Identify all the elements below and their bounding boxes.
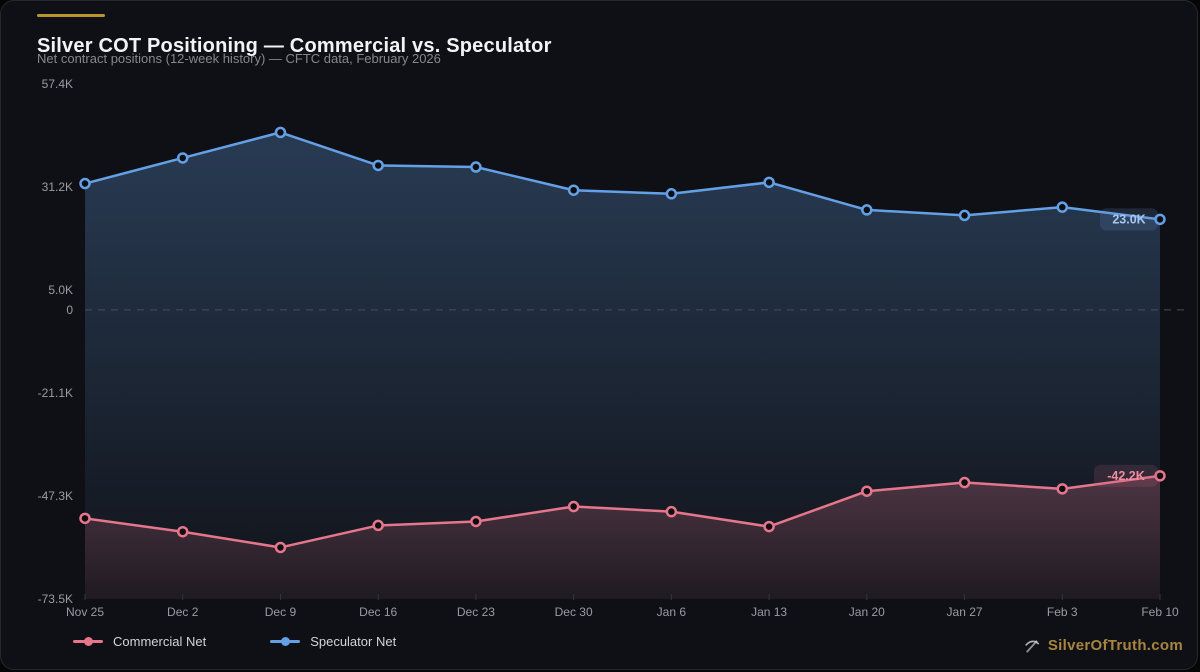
commercial-point-1	[176, 525, 189, 538]
speculator-point-8	[861, 204, 873, 216]
value-badge-label: 23.0K	[1112, 212, 1145, 226]
legend-marker	[270, 636, 301, 647]
speculator-point-0	[79, 177, 91, 190]
commercial-point-10	[1056, 483, 1069, 495]
x-tick-label: Dec 9	[265, 605, 297, 619]
commercial-point-2	[274, 541, 287, 554]
legend-item-commercial-net[interactable]: Commercial Net	[73, 634, 206, 649]
value-badge	[1100, 208, 1158, 231]
commercial-point-0	[79, 512, 91, 525]
x-tick-label: Nov 25	[66, 605, 104, 619]
x-tick-label: Dec 30	[555, 605, 593, 619]
y-tick-label: -73.5K	[38, 592, 73, 606]
y-tick-label: 57.4K	[42, 77, 73, 91]
speculator-line	[83, 131, 1162, 221]
value-badge-label: -42.2K	[1107, 469, 1145, 483]
speculator-point-5	[567, 184, 580, 196]
commercial-point-4	[470, 515, 482, 528]
watermark[interactable]: SilverOfTruth.com	[1024, 637, 1183, 654]
speculator-point-7	[763, 176, 775, 189]
x-tick-label: Dec 23	[457, 605, 495, 619]
y-tick-label: -21.1K	[38, 386, 73, 400]
legend-item-speculator-net[interactable]: Speculator Net	[270, 634, 396, 649]
pickaxe-icon	[1025, 640, 1039, 652]
value-badge	[1094, 464, 1158, 487]
x-tick-label: Feb 10	[1141, 605, 1179, 619]
accent-bar	[37, 14, 105, 17]
x-tick-label: Dec 16	[359, 605, 397, 619]
y-tick-label: 0	[66, 303, 73, 317]
commercial-point-11	[1154, 470, 1166, 482]
x-tick-label: Jan 20	[849, 605, 885, 619]
speculator-point-11	[1154, 213, 1166, 226]
watermark-label: SilverOfTruth.com	[1047, 637, 1183, 654]
page-title: Silver COT Positioning — Commercial vs. …	[37, 35, 552, 58]
commercial-point-9	[958, 476, 971, 489]
commercial-point-6	[665, 505, 678, 518]
commercial-line	[83, 474, 1162, 549]
chart-legend: Commercial Net Speculator Net	[73, 634, 396, 649]
commercial-point-8	[861, 485, 873, 497]
legend-item-label: Commercial Net	[113, 634, 207, 649]
x-tick-label: Jan 27	[947, 605, 983, 619]
y-tick-label: 5.0K	[48, 283, 73, 297]
page-subtitle: Net contract positions (12-week history)…	[37, 51, 441, 66]
speculator-point-10	[1056, 201, 1069, 213]
speculator-point-3	[372, 159, 384, 172]
legend-item-label: Speculator Net	[310, 634, 397, 649]
legend-marker	[73, 636, 103, 647]
commercial-point-3	[372, 519, 384, 532]
y-tick-label: 31.2K	[42, 180, 73, 194]
commercial-point-7	[763, 520, 775, 533]
speculator-point-2	[274, 126, 287, 139]
y-tick-label: -47.3K	[38, 489, 73, 503]
commercial-point-5	[567, 500, 580, 513]
x-tick-label: Dec 2	[167, 605, 199, 619]
speculator-area	[85, 132, 1160, 599]
speculator-point-9	[958, 209, 971, 222]
x-tick-label: Feb 3	[1047, 605, 1078, 619]
commercial-area	[85, 475, 1160, 599]
x-tick-label: Jan 13	[751, 605, 787, 619]
x-tick-label: Jan 6	[657, 605, 687, 619]
speculator-point-4	[470, 161, 482, 173]
speculator-point-6	[665, 188, 678, 200]
speculator-point-1	[176, 152, 189, 164]
